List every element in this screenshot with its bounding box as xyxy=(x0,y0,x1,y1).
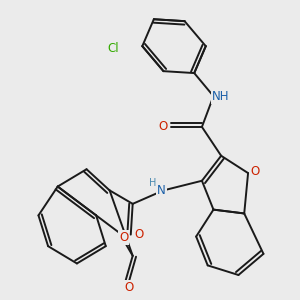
Text: H: H xyxy=(149,178,156,188)
Text: NH: NH xyxy=(212,90,229,103)
Text: O: O xyxy=(250,165,260,178)
Text: N: N xyxy=(157,184,166,197)
Text: Cl: Cl xyxy=(108,42,119,55)
Text: O: O xyxy=(159,120,168,134)
Text: O: O xyxy=(135,228,144,241)
Text: O: O xyxy=(124,281,134,294)
Text: O: O xyxy=(119,231,128,244)
